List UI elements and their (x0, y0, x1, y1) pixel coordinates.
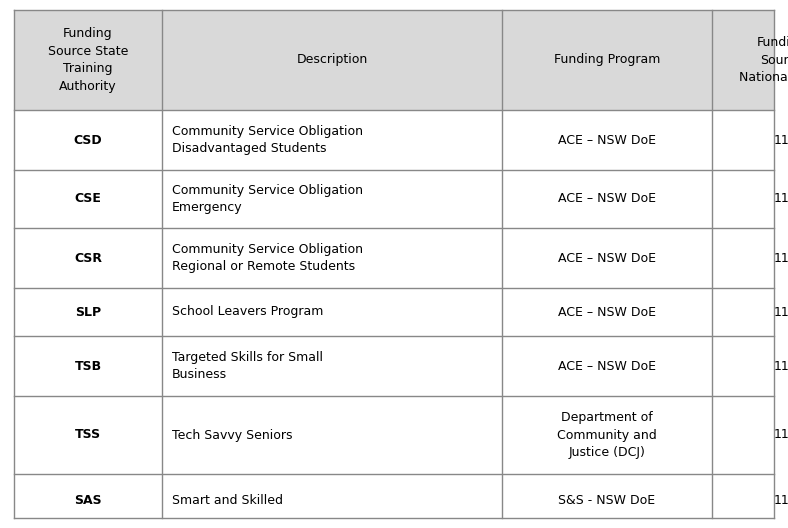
Text: 11: 11 (774, 306, 788, 318)
Text: 11: 11 (774, 134, 788, 146)
Text: Targeted Skills for Small
Business: Targeted Skills for Small Business (172, 351, 323, 381)
Bar (14, 474, 774, 526)
Text: TSB: TSB (74, 360, 102, 372)
Text: SAS: SAS (74, 494, 102, 506)
Text: Funding
Source State
Training
Authority: Funding Source State Training Authority (48, 27, 128, 93)
Bar (14, 170, 774, 228)
Text: ACE – NSW DoE: ACE – NSW DoE (558, 360, 656, 372)
Text: Funding
Source
National code: Funding Source National code (738, 36, 788, 84)
Bar (14, 10, 774, 110)
Text: Tech Savvy Seniors: Tech Savvy Seniors (172, 429, 292, 441)
Text: ACE – NSW DoE: ACE – NSW DoE (558, 251, 656, 265)
Text: ACE – NSW DoE: ACE – NSW DoE (558, 306, 656, 318)
Text: Community Service Obligation
Regional or Remote Students: Community Service Obligation Regional or… (172, 243, 363, 274)
Bar (14, 396, 774, 474)
Bar (14, 336, 774, 396)
Text: TSS: TSS (75, 429, 101, 441)
Text: ACE – NSW DoE: ACE – NSW DoE (558, 193, 656, 205)
Text: CSR: CSR (74, 251, 102, 265)
Text: ACE – NSW DoE: ACE – NSW DoE (558, 134, 656, 146)
Text: CSE: CSE (75, 193, 102, 205)
Text: 11: 11 (774, 494, 788, 506)
Text: Funding Program: Funding Program (554, 53, 660, 67)
Bar (14, 110, 774, 170)
Text: Department of
Community and
Justice (DCJ): Department of Community and Justice (DCJ… (557, 411, 657, 459)
Bar (14, 228, 774, 288)
Text: 11: 11 (774, 429, 788, 441)
Text: School Leavers Program: School Leavers Program (172, 306, 323, 318)
Text: CSD: CSD (74, 134, 102, 146)
Text: 11: 11 (774, 193, 788, 205)
Text: Smart and Skilled: Smart and Skilled (172, 494, 283, 506)
Text: S&S - NSW DoE: S&S - NSW DoE (559, 494, 656, 506)
Text: Description: Description (296, 53, 368, 67)
Bar (14, 288, 774, 336)
Text: 11: 11 (774, 360, 788, 372)
Text: Community Service Obligation
Emergency: Community Service Obligation Emergency (172, 184, 363, 214)
Text: Community Service Obligation
Disadvantaged Students: Community Service Obligation Disadvantag… (172, 125, 363, 155)
Text: 11: 11 (774, 251, 788, 265)
Text: SLP: SLP (75, 306, 101, 318)
